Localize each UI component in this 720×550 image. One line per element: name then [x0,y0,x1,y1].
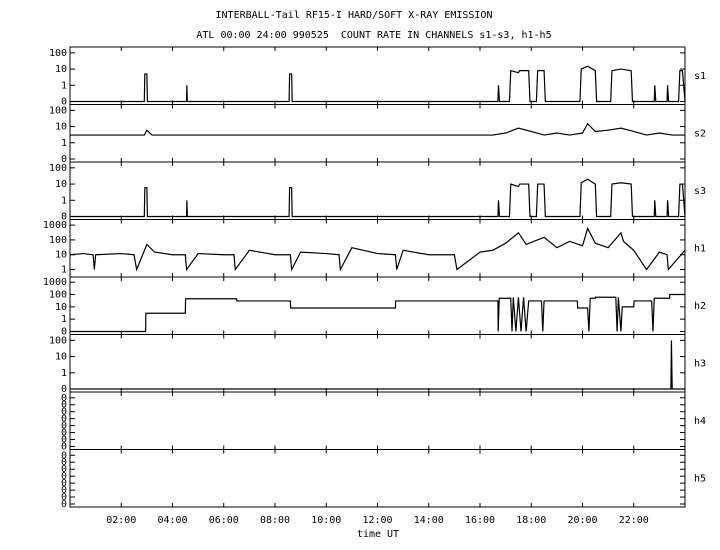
x-tick-label: 10:00 [311,515,341,526]
y-tick-label: 10 [55,122,67,133]
y-tick-label: 0 [61,154,67,165]
y-tick-label: 1000 [43,220,67,231]
x-tick-label: 02:00 [106,515,136,526]
y-tick-label: 0 [61,499,67,510]
panel-label: s3 [694,186,706,197]
y-tick-label: 0 [61,212,67,223]
x-tick-label: 20:00 [567,515,597,526]
chart-subtitle: ATL 00:00 24:00 990525 COUNT RATE IN CHA… [196,30,551,41]
y-tick-label: 0 [61,464,67,475]
panel-label: s1 [694,71,706,82]
y-tick-label: 10 [55,250,67,261]
y-tick-label: 0 [61,327,67,338]
y-tick-label: 0 [61,492,67,503]
y-tick-label: 0 [61,442,67,453]
y-tick-label: 100 [49,335,67,346]
x-tick-label: 18:00 [516,515,546,526]
y-tick-label: 1000 [43,277,67,288]
x-tick-label: 08:00 [260,515,290,526]
y-tick-label: 0 [61,97,67,108]
data-line [70,65,686,103]
data-line [70,122,685,136]
y-tick-label: 100 [49,105,67,116]
x-tick-label: 04:00 [157,515,187,526]
data-line [70,178,686,218]
panel-label: h3 [694,358,706,369]
y-tick-label: 0 [61,435,67,446]
panel-label: s2 [694,128,706,139]
panel-label: h1 [694,243,706,254]
y-tick-label: 0 [61,428,67,439]
y-tick-label: 1 [61,314,67,325]
y-tick-label: 100 [49,48,67,59]
data-line [69,226,686,272]
chart-title: INTERBALL-Tail RF15-I HARD/SOFT X-RAY EM… [216,10,493,21]
panel-label: h4 [694,416,706,427]
y-tick-label: 0 [61,485,67,496]
y-tick-label: 1 [61,265,67,276]
panel-label: h2 [694,301,706,312]
y-tick-label: 10 [55,302,67,313]
x-tick-label: 06:00 [209,515,239,526]
y-tick-label: 1 [61,80,67,91]
y-tick-label: 10 [55,64,67,75]
y-tick-label: 0 [61,478,67,489]
y-tick-label: 100 [49,290,67,301]
y-tick-label: 10 [55,352,67,363]
x-tick-label: 16:00 [465,515,495,526]
y-tick-label: 0 [61,407,67,418]
x-tick-label: 22:00 [619,515,649,526]
y-tick-label: 0 [61,457,67,468]
y-tick-label: 0 [61,421,67,432]
y-tick-label: 0 [61,393,67,404]
y-tick-label: 0 [61,400,67,411]
y-tick-label: 1 [61,368,67,379]
y-tick-label: 0 [61,384,67,395]
y-tick-label: 1 [61,195,67,206]
y-tick-label: 10 [55,179,67,190]
panel-label: h5 [694,473,706,484]
data-line [70,340,685,390]
y-tick-label: 0 [61,471,67,482]
x-tick-label: 12:00 [362,515,392,526]
y-tick-label: 1 [61,138,67,149]
y-tick-label: 100 [49,235,67,246]
y-tick-label: 0 [61,414,67,425]
y-tick-label: 100 [49,163,67,174]
x-axis-label: time UT [357,529,399,540]
y-tick-label: 0 [61,450,67,461]
x-tick-label: 14:00 [414,515,444,526]
data-line [70,293,685,333]
